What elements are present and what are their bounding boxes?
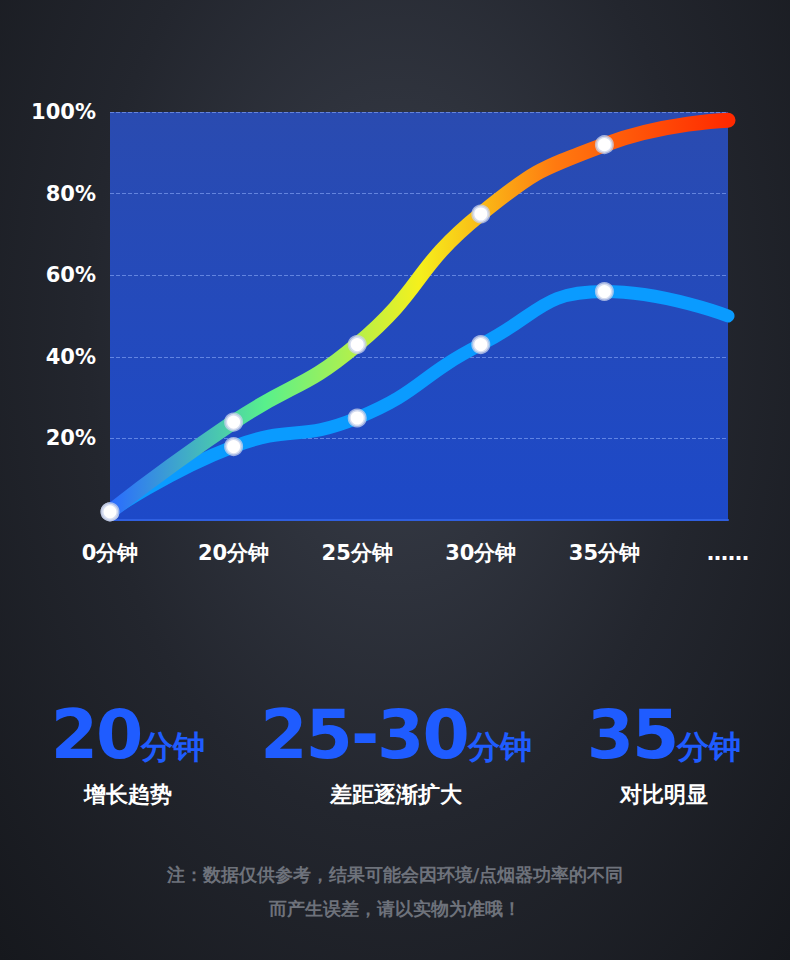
html-text:对比明显: 对比明显 [620, 782, 708, 807]
svg-text:30分钟: 30分钟 [445, 541, 516, 565]
html-text:分钟: 分钟 [141, 728, 206, 766]
html-text:20: 20 [50, 695, 142, 774]
html-text:而产生误差，请以实物为准哦！: 而产生误差，请以实物为准哦！ [269, 898, 521, 919]
html-text:25-30: 25-30 [260, 695, 468, 774]
svg-text:100%: 100% [31, 100, 96, 124]
html-text:分钟: 分钟 [677, 728, 742, 766]
html-text:注：数据仅供参考，结果可能会因环境/点烟器功率的不同: 注：数据仅供参考，结果可能会因环境/点烟器功率的不同 [166, 864, 624, 885]
svg-text:40%: 40% [46, 345, 96, 369]
svg-text:25分钟: 25分钟 [322, 541, 393, 565]
html-text:差距逐渐扩大: 差距逐渐扩大 [330, 782, 462, 807]
html-text:增长趋势: 增长趋势 [84, 782, 172, 807]
html-text:35: 35 [586, 695, 678, 774]
svg-text:35分钟: 35分钟 [569, 541, 640, 565]
svg-text:0分钟: 0分钟 [82, 541, 139, 565]
svg-text:20%: 20% [46, 426, 96, 450]
svg-text:80%: 80% [46, 182, 96, 206]
html-text:分钟: 分钟 [467, 728, 532, 766]
svg-text:60%: 60% [46, 263, 96, 287]
svg-text:……: …… [707, 541, 749, 565]
svg-text:20分钟: 20分钟 [198, 541, 269, 565]
